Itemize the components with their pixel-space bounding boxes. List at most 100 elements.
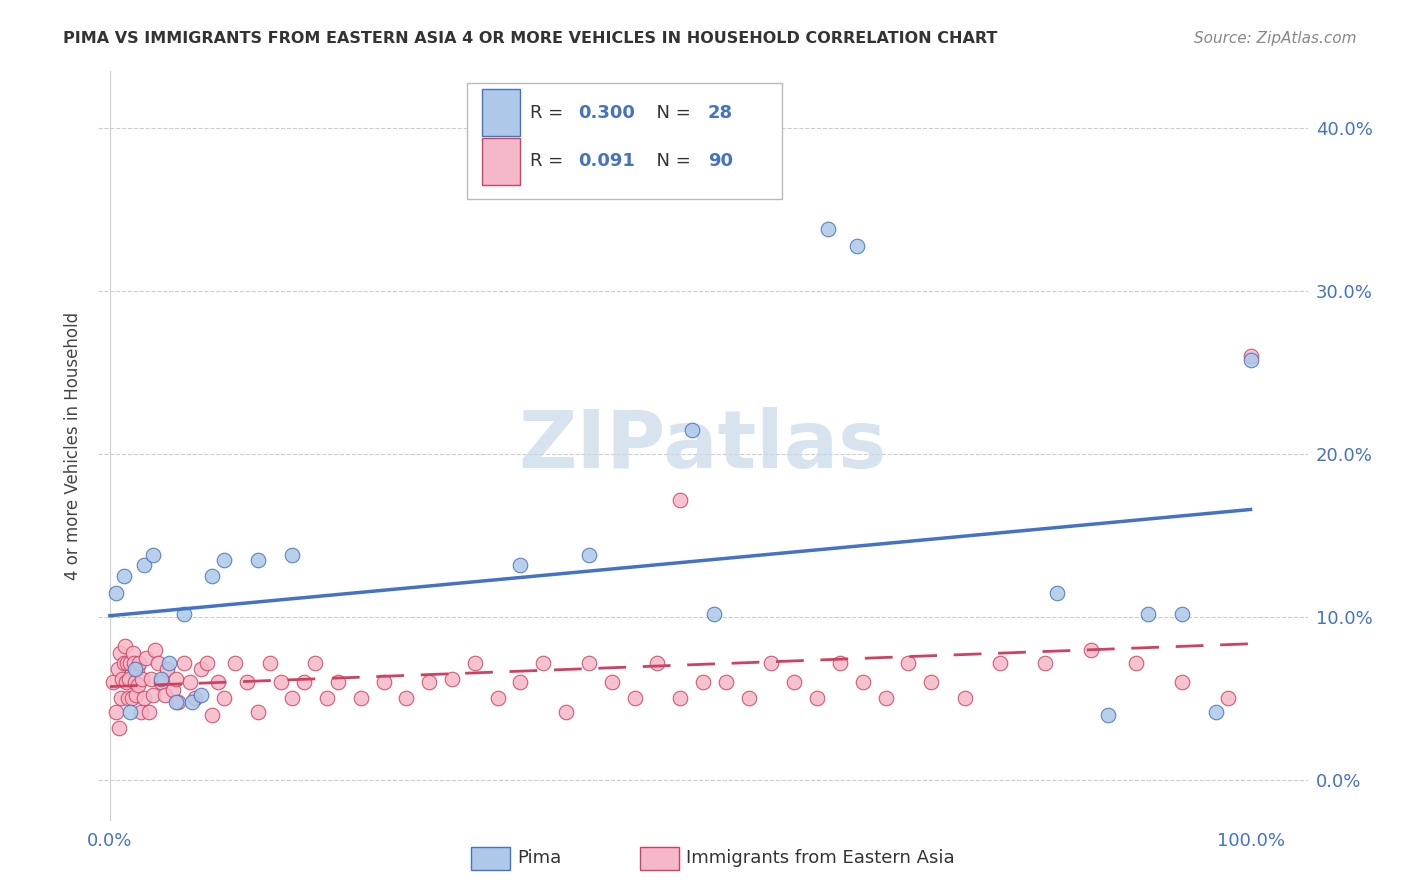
Point — [259, 656, 281, 670]
Point — [129, 705, 152, 719]
Point — [395, 691, 418, 706]
Bar — [467, 83, 782, 199]
Point — [875, 691, 897, 706]
Point — [920, 675, 942, 690]
Point — [509, 675, 531, 690]
Point — [224, 656, 246, 670]
Point — [350, 691, 373, 706]
Point — [124, 662, 146, 676]
Point — [112, 656, 135, 670]
Point — [135, 650, 157, 665]
Point — [852, 675, 875, 690]
Point — [173, 607, 195, 621]
Point — [703, 607, 725, 621]
Text: 90: 90 — [707, 153, 733, 170]
Point — [122, 656, 145, 670]
Point — [132, 558, 155, 572]
Point — [201, 569, 224, 583]
Point — [124, 675, 146, 690]
Point — [156, 662, 179, 676]
Bar — [482, 138, 520, 185]
Point — [281, 691, 304, 706]
Point — [128, 656, 150, 670]
Point — [179, 675, 201, 690]
Point — [623, 691, 645, 706]
Point — [817, 222, 839, 236]
Point — [121, 691, 143, 706]
Point — [988, 656, 1011, 670]
Point — [315, 691, 337, 706]
Point — [212, 553, 235, 567]
Text: N =: N = — [645, 153, 696, 170]
Point — [235, 675, 257, 690]
Point — [125, 688, 148, 702]
Text: R =: R = — [530, 103, 569, 121]
Point — [167, 695, 190, 709]
Point — [114, 640, 136, 654]
Point — [1136, 607, 1159, 621]
Point — [1046, 585, 1069, 599]
Point — [107, 662, 129, 676]
Point — [190, 662, 212, 676]
Text: 0.300: 0.300 — [578, 103, 636, 121]
Point — [104, 585, 127, 599]
Point — [108, 646, 131, 660]
Point — [150, 675, 173, 690]
Point — [737, 691, 759, 706]
Point — [578, 656, 600, 670]
Point — [120, 705, 142, 719]
Point — [1125, 656, 1147, 670]
Point — [578, 548, 600, 562]
Point — [292, 675, 315, 690]
Point — [247, 553, 270, 567]
Text: ZIPatlas: ZIPatlas — [519, 407, 887, 485]
Point — [103, 675, 125, 690]
Point — [464, 656, 486, 670]
Point — [212, 691, 235, 706]
Text: Source: ZipAtlas.com: Source: ZipAtlas.com — [1194, 31, 1357, 46]
Point — [131, 672, 153, 686]
Point — [138, 705, 160, 719]
Point — [110, 691, 132, 706]
Point — [828, 656, 851, 670]
Point — [162, 683, 184, 698]
Point — [153, 688, 176, 702]
Point — [190, 688, 212, 702]
Point — [114, 675, 136, 690]
Text: R =: R = — [530, 153, 569, 170]
Point — [165, 695, 187, 709]
Point — [247, 705, 270, 719]
Point — [127, 678, 149, 692]
Point — [142, 688, 165, 702]
Point — [1239, 350, 1261, 364]
Point — [373, 675, 395, 690]
Point — [1097, 707, 1119, 722]
Point — [181, 695, 204, 709]
Point — [441, 672, 464, 686]
Point — [509, 558, 531, 572]
Point — [104, 705, 127, 719]
Point — [117, 691, 139, 706]
Point — [1239, 352, 1261, 367]
Point — [184, 691, 207, 706]
Point — [281, 548, 304, 562]
Text: 28: 28 — [707, 103, 733, 121]
Text: N =: N = — [645, 103, 696, 121]
Point — [146, 656, 169, 670]
Point — [127, 662, 149, 676]
Point — [600, 675, 623, 690]
Point — [270, 675, 292, 690]
Point — [846, 238, 869, 252]
Point — [118, 672, 141, 686]
Point — [112, 569, 135, 583]
Point — [173, 656, 195, 670]
Point — [157, 656, 180, 670]
Point — [897, 656, 920, 670]
Point — [486, 691, 509, 706]
Point — [115, 656, 138, 670]
Point — [783, 675, 806, 690]
Point — [121, 646, 143, 660]
Point — [1205, 705, 1227, 719]
Point — [1033, 656, 1056, 670]
Point — [647, 656, 669, 670]
